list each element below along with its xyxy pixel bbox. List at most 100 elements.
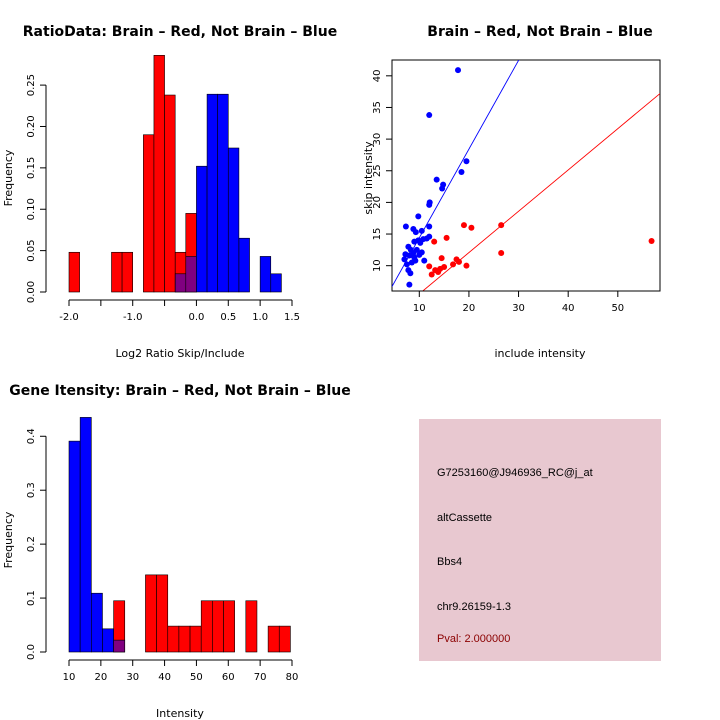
ratio-histogram-panel: RatioData: Brain – Red, Not Brain – Blue… [2,24,337,360]
not-brain-point [413,246,420,253]
brain-point [441,263,448,270]
intensity-histogram-bar-brain [200,600,213,653]
brain-fit-line [422,93,660,291]
intensity-histogram-bar-not-brain [79,417,92,653]
scatter-ylabel: skip intensity [362,141,375,215]
ratio-histogram-y-tick-label: 0.15 [26,157,37,179]
ratio-histogram-y-tick-label: 0.25 [26,74,37,96]
ratio-histogram-bar-not-brain [270,273,282,293]
intensity-histogram-title: Gene Itensity: Brain – Red, Not Brain – … [9,383,351,399]
brain-point [460,222,467,229]
not-brain-point [403,261,410,268]
ratio-histogram-bar-not-brain [227,147,240,293]
scatter-y-tick-label: 30 [372,133,383,146]
scatter-y-tick-label: 15 [372,228,383,241]
ratio-histogram-y-tick-label: 0.05 [26,239,37,261]
ratio-histogram-bar-not-brain [174,273,187,293]
not-brain-point [405,243,412,250]
info-panel-background [419,419,661,661]
not-brain-point [421,257,428,264]
intensity-histogram-x-tick-label: 20 [94,672,107,683]
not-brain-point [418,227,425,234]
not-brain-point [458,169,465,176]
not-brain-point [401,256,408,263]
ratio-histogram-bar-brain [68,251,80,293]
not-brain-point [463,158,470,165]
intensity-histogram-bar-brain [267,625,280,653]
not-brain-point [426,223,433,230]
intensity-histogram-bar-brain [167,625,180,653]
scatter-panel: Brain – Red, Not Brain – Blue include in… [362,24,661,360]
ratio-histogram-bar-brain [164,94,176,293]
brain-point [428,271,435,278]
intensity-histogram-bar-brain [245,600,258,653]
ratio-histogram-bar-brain [143,134,155,293]
not-brain-point [407,270,414,277]
intensity-histogram-y-tick-label: 0.1 [26,590,37,606]
ratio-histogram-bar-not-brain [217,93,229,293]
pval-text: Pval: 2.000000 [437,633,510,645]
intensity-histogram-y-tick-label: 0.0 [26,644,37,660]
scatter-y-tick-label: 40 [372,69,383,82]
brain-point [431,238,438,245]
intensity-histogram-bar-not-brain [68,440,81,653]
intensity-histogram-bars [68,417,291,653]
scatter-y-tick-label: 20 [372,196,383,209]
ratio-histogram-y-tick-label: 0.00 [26,281,37,303]
scatter-plot-box [391,59,661,292]
scatter-x-tick-label: 50 [611,303,624,314]
not-brain-point [455,67,462,74]
brain-point [443,234,450,241]
ratio-histogram-bar-not-brain [238,237,250,293]
intensity-histogram-x-tick-label: 50 [190,672,203,683]
scatter-x-tick-label: 40 [562,303,575,314]
brain-point [468,224,475,231]
ratio-histogram-bar-brain [153,55,165,293]
not-brain-point [406,281,413,288]
intensity-histogram-bar-not-brain [91,592,103,653]
ratio-histogram-x-tick-label: 1.5 [284,312,300,323]
brain-point [648,238,655,245]
intensity-histogram-x-tick-label: 40 [158,672,171,683]
ratio-histogram-bars [68,55,282,293]
intensity-histogram-y-tick-label: 0.3 [26,482,37,498]
intensity-histogram-bar-brain [145,574,157,653]
intensity-histogram-x-tick-label: 70 [254,672,267,683]
scatter-x-tick-label: 10 [413,303,426,314]
scatter-points [401,67,655,288]
ratio-histogram-axes: -2.0 -1.0 0.0 0.5 1.0 1.5 0.00 0.05 0.10 0.15 0.20… [26,74,300,323]
ratio-histogram-bar-not-brain [196,165,208,293]
intensity-histogram-x-tick-label: 80 [286,672,299,683]
ratio-histogram-title: RatioData: Brain – Red, Not Brain – Blue [23,24,337,40]
scatter-title: Brain – Red, Not Brain – Blue [427,24,652,40]
ratio-histogram-bar-brain [111,251,123,293]
not-brain-point [426,112,433,119]
brain-point [426,263,433,270]
intensity-histogram-axes: 10 20 30 40 50 60 70 80 0.0 0.1 0.2 0.3 0.4 [26,428,298,683]
intensity-histogram-bar-brain [278,625,291,653]
intensity-histogram-bar-brain [156,574,169,653]
intensity-histogram-y-tick-label: 0.4 [26,428,37,444]
not-brain-point [412,257,419,264]
location-text: chr9.26159-1.3 [437,601,511,613]
ratio-histogram-x-tick-label: 1.0 [252,312,268,323]
brain-point [438,255,445,262]
intensity-histogram-bar-brain [189,625,202,653]
ratio-histogram-bar-brain [121,251,133,293]
brain-point [498,222,505,229]
scatter-fit-lines [392,60,660,291]
intensity-histogram-bar-brain [178,625,191,653]
intensity-histogram-bar-brain [212,600,224,653]
ratio-histogram-xlabel: Log2 Ratio Skip/Include [115,347,244,360]
ratio-histogram-bar-not-brain [185,256,197,293]
scatter-y-tick-label: 10 [372,259,383,272]
intensity-histogram-panel: Gene Itensity: Brain – Red, Not Brain – … [2,383,351,720]
not-brain-point [418,249,425,256]
intensity-histogram-x-tick-label: 30 [126,672,139,683]
scatter-y-tick-label: 25 [372,164,383,177]
ratio-histogram-x-tick-label: -1.0 [123,312,143,323]
not-brain-point [415,213,422,220]
brain-point [450,261,457,268]
not-brain-point [426,233,433,240]
brain-point [453,256,460,263]
